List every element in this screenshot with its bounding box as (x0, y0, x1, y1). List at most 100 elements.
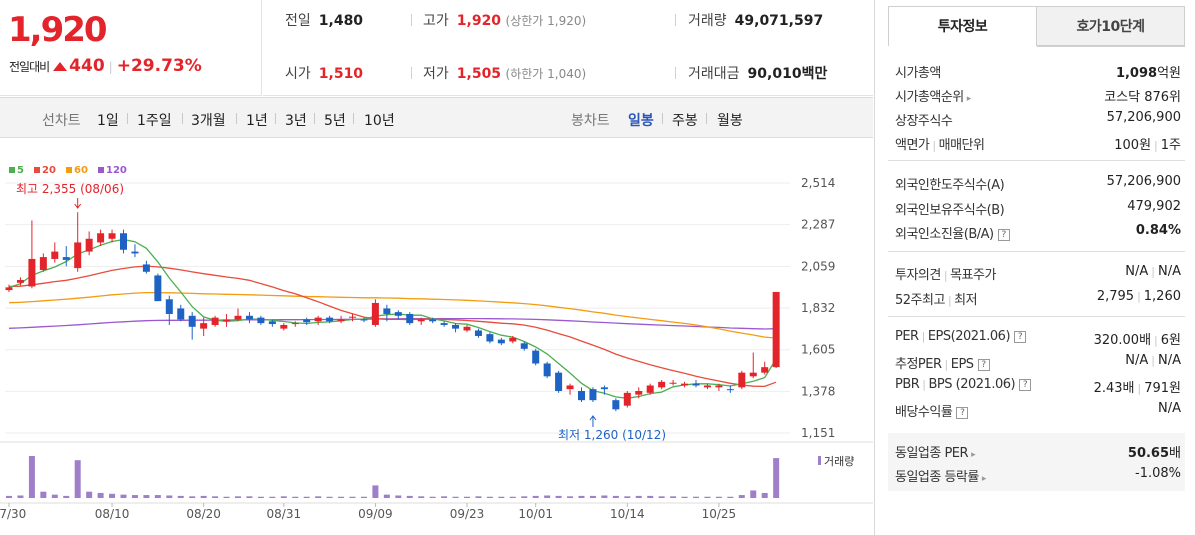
candle-body (738, 372, 746, 388)
candle-body (165, 299, 173, 314)
tab-order-book[interactable]: 호가10단계 (1037, 6, 1185, 46)
volume-bar (544, 495, 551, 498)
candle-body (406, 313, 414, 324)
up-arrow-icon (53, 62, 68, 71)
candle (131, 244, 139, 258)
candle-body (772, 291, 780, 368)
candle-body (681, 383, 689, 386)
chart-toolbar: 선차트 1일 1주일 3개월 1년 3년 5년 10년 봉차트 일봉 주봉 월봉 (0, 97, 873, 138)
volume-bar (28, 456, 35, 498)
candle-daily[interactable]: 일봉 (628, 113, 654, 129)
period-10y[interactable]: 10년 (364, 113, 395, 129)
candle (600, 385, 608, 395)
candle-body (349, 316, 356, 318)
candle (578, 387, 585, 403)
volume-bar (189, 496, 196, 498)
candle (612, 398, 620, 412)
volume-bar (406, 495, 413, 498)
volume-bar (578, 495, 585, 498)
line-chart-label: 선차트 (42, 113, 81, 129)
volume-bar (727, 496, 734, 498)
change-percent: +29.73% (116, 56, 202, 76)
period-1d[interactable]: 1일 (97, 113, 119, 129)
tab-investment-info[interactable]: 투자정보 (888, 6, 1037, 46)
help-icon[interactable]: ? (977, 359, 990, 371)
candle-body (371, 302, 379, 325)
candle (772, 291, 780, 369)
candle (738, 370, 746, 390)
candle-body (154, 275, 162, 302)
candle-body (51, 251, 59, 259)
candle (383, 304, 391, 322)
period-3m[interactable]: 3개월 (191, 113, 226, 129)
row-peer-rate[interactable]: 동일업종 등락률 ▸ -1.08% (895, 466, 1181, 485)
row-listed-shares: 상장주식수 57,206,900 (895, 110, 1181, 129)
candle (635, 387, 643, 399)
help-icon[interactable]: ? (1019, 379, 1032, 391)
candle-body (474, 330, 482, 336)
candle-body (749, 372, 757, 377)
y-tick-label: 2,514 (801, 176, 835, 190)
candle (51, 242, 59, 263)
candle (658, 379, 666, 390)
period-1y[interactable]: 1년 (246, 113, 268, 129)
volume-bars: 거래량 (6, 455, 854, 498)
investment-info-panel: 투자정보 호가10단계 시가총액 1,098억원 시가총액순위 ▸ 코스닥 876… (874, 0, 1195, 535)
candle (715, 383, 723, 391)
volume-bar (17, 495, 24, 498)
row-peer-per[interactable]: 동일업종 PER ▸ 50.65배 (895, 446, 1181, 461)
row-per-eps: PER | EPS(2021.06)? 320.00배 | 6원 (895, 329, 1181, 348)
candle-body (97, 233, 105, 243)
period-1w[interactable]: 1주일 (137, 113, 172, 129)
x-tick-label: 10/25 (702, 507, 737, 521)
candle-body (623, 392, 631, 406)
volume-bar (452, 496, 459, 498)
row-52week: 52주최고 | 최저 2,795 | 1,260 (895, 289, 1181, 308)
candle-body (120, 233, 127, 250)
volume-bar (589, 495, 596, 498)
ma20-line (8, 265, 777, 388)
candle-body (314, 317, 322, 322)
volume-bar (200, 495, 207, 498)
price-chart[interactable]: 5 20 60 120 최고 2,355 (08/06) 최저 1,260 (10/12… (0, 140, 873, 535)
row-opinion: 투자의견 | 목표주가 N/A | N/A (895, 264, 1181, 283)
prev-day-label: 전일대비 (9, 60, 50, 74)
candle (520, 341, 528, 351)
candle (440, 321, 448, 327)
candle-weekly[interactable]: 주봉 (672, 113, 698, 129)
candle (234, 308, 242, 322)
candle-body (223, 319, 231, 322)
x-tick-label: 08/10 (95, 507, 130, 521)
candle (188, 312, 196, 340)
candle (589, 387, 597, 403)
candle (703, 383, 711, 390)
price-summary: 1,920 전일대비 440 | +29.73% (0, 0, 262, 96)
candle (497, 337, 505, 346)
y-tick-label: 2,287 (801, 218, 835, 232)
candle-body (62, 257, 70, 260)
candle-body (28, 258, 36, 287)
candle (120, 229, 127, 254)
low-annotation: 최저 1,260 (10/12) (558, 428, 666, 442)
help-icon[interactable]: ? (997, 229, 1010, 241)
volume-bar (486, 496, 493, 498)
row-foreign-hold: 외국인보유주식수(B) 479,902 (895, 199, 1181, 218)
row-market-cap-rank[interactable]: 시가총액순위 ▸ 코스닥 876위 (895, 90, 1181, 105)
high-annotation: 최고 2,355 (08/06) (16, 182, 124, 196)
legend-swatch (66, 167, 72, 173)
row-foreign-limit: 외국인한도주식수(A) 57,206,900 (895, 174, 1181, 193)
candle-body (417, 319, 425, 322)
candle-body (589, 389, 597, 401)
candle (692, 379, 700, 388)
help-icon[interactable]: ? (956, 407, 969, 419)
period-5y[interactable]: 5년 (324, 113, 346, 129)
candle-body (211, 317, 219, 325)
help-icon[interactable]: ? (1014, 331, 1027, 343)
volume-bar (635, 495, 642, 498)
volume-bar (681, 496, 688, 498)
x-axis: 07/30 08/10 08/20 08/31 09/09 09/23 10/01 10/14… (0, 503, 736, 521)
volume-bar (395, 495, 402, 498)
period-3y[interactable]: 3년 (285, 113, 307, 129)
candle-monthly[interactable]: 월봉 (717, 113, 743, 129)
candle (486, 332, 494, 344)
